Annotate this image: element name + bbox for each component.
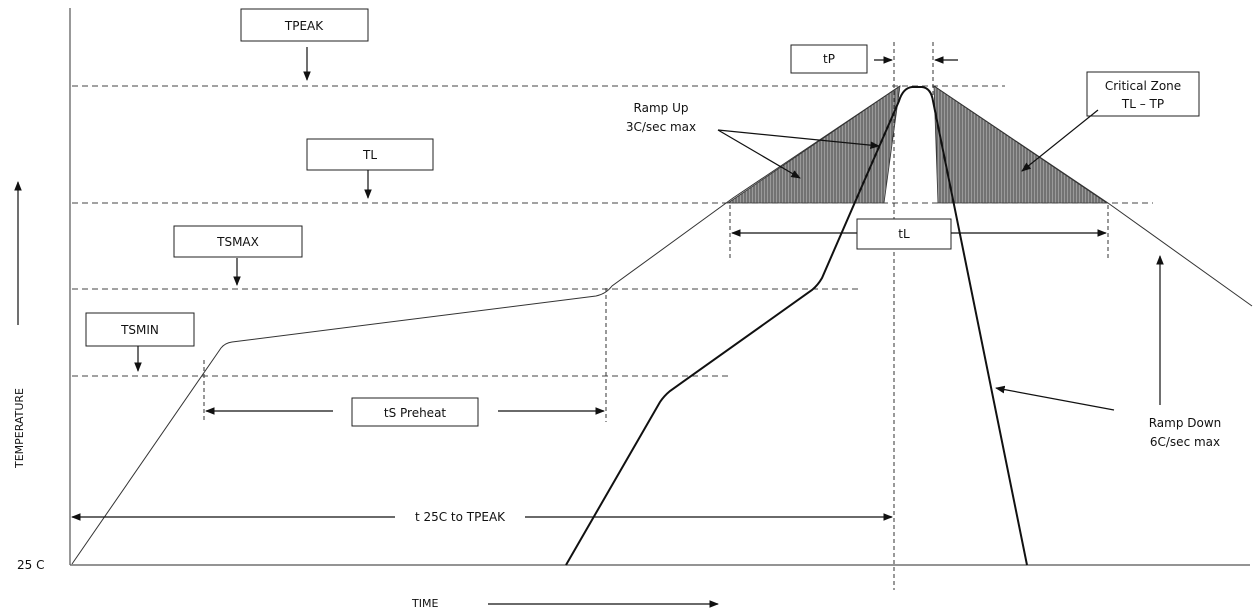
tl-interval-box — [856, 218, 952, 250]
tl-label: TL — [362, 148, 377, 162]
ramp-up-pointer-left — [717, 129, 801, 179]
ramp-up-label-line1: Ramp Up — [634, 101, 689, 115]
ramp-up-pointer-right — [717, 129, 880, 149]
tpeak-label: TPEAK — [284, 19, 324, 33]
tp-label-box — [790, 44, 868, 74]
preheat-label: tS Preheat — [384, 406, 447, 420]
preheat-label-box — [351, 397, 479, 427]
critical-zone-pointer — [1021, 109, 1099, 172]
t25-label: t 25C to TPEAK — [415, 510, 506, 524]
tl-interval-label: tL — [898, 227, 910, 241]
ramp-down-label-line1: Ramp Down — [1149, 416, 1222, 430]
critical-zone-label-line2: TL – TP — [1121, 97, 1164, 111]
tl-label-box — [306, 138, 434, 171]
tsmax-label-box — [173, 225, 303, 258]
ramp-up-label-line2: 3C/sec max — [626, 120, 696, 134]
tpeak-label-box — [240, 8, 369, 42]
tsmin-label-box — [85, 312, 195, 347]
ramp-down-label-line2: 6C/sec max — [1150, 435, 1220, 449]
tsmax-label: TSMAX — [216, 235, 259, 249]
y-origin-label: 25 C — [17, 558, 44, 572]
critical-zone-label-line1: Critical Zone — [1105, 79, 1181, 93]
inner-profile-curve — [565, 86, 1028, 566]
y-axis-title: TEMPERATURE — [13, 388, 26, 469]
tp-label: tP — [823, 52, 835, 66]
x-axis-title: TIME — [411, 597, 438, 610]
cooldown-curve — [933, 85, 1253, 307]
critical-zone-label-box — [1086, 71, 1200, 117]
ramp-down-pointer-left — [995, 385, 1115, 411]
reflow-profile-curve — [71, 85, 901, 565]
tsmin-label: TSMIN — [120, 323, 159, 337]
